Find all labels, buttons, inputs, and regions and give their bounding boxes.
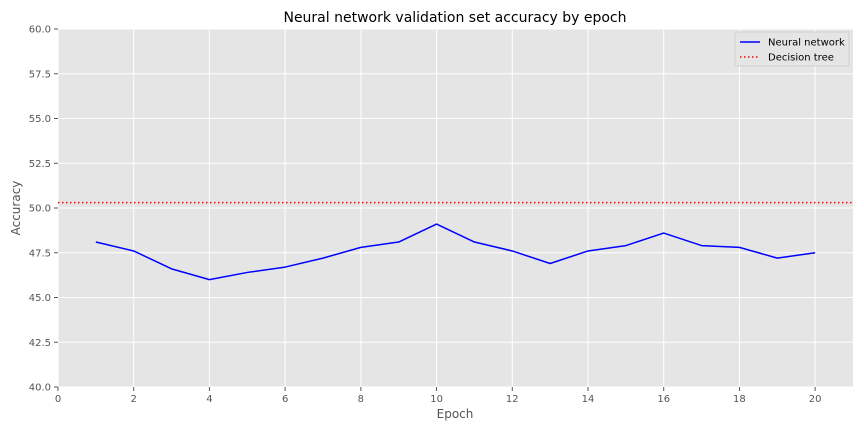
x-tick-label: 8 — [358, 394, 364, 405]
y-tick-label: 57.5 — [29, 69, 51, 80]
x-tick-label: 2 — [131, 394, 137, 405]
legend-label: Decision tree — [768, 53, 834, 64]
x-tick-label: 10 — [430, 394, 443, 405]
chart-title: Neural network validation set accuracy b… — [283, 10, 626, 26]
y-tick-label: 55.0 — [29, 114, 51, 125]
legend: Neural network Decision tree — [734, 31, 850, 67]
y-axis-ticks: 40.0 42.5 45.0 47.5 50.0 52.5 55.0 57.5 60.0 — [29, 25, 58, 394]
legend-label: Neural network — [768, 38, 845, 49]
x-tick-label: 6 — [282, 394, 288, 405]
y-tick-label: 52.5 — [29, 159, 51, 170]
x-tick-label: 16 — [657, 394, 670, 405]
y-tick-label: 50.0 — [29, 204, 51, 215]
x-axis-ticks: 0 2 4 6 8 10 12 14 16 18 20 — [55, 387, 822, 405]
x-tick-label: 14 — [582, 394, 595, 405]
series-lines — [58, 201, 853, 281]
x-axis-label: Epoch — [437, 407, 474, 421]
x-tick-label: 4 — [206, 394, 212, 405]
x-tick-label: 18 — [733, 394, 746, 405]
legend-box — [734, 31, 850, 67]
x-tick-label: 0 — [55, 394, 61, 405]
y-tick-label: 47.5 — [29, 248, 51, 259]
x-tick-label: 20 — [809, 394, 822, 405]
x-tick-label: 12 — [506, 394, 519, 405]
y-axis-label: Accuracy — [9, 181, 23, 236]
grid-lines — [57, 28, 853, 388]
y-tick-label: 60.0 — [29, 25, 51, 36]
y-tick-label: 40.0 — [29, 383, 51, 394]
y-tick-label: 42.5 — [29, 338, 51, 349]
y-tick-label: 45.0 — [29, 293, 51, 304]
neural-network-line — [95, 223, 816, 281]
